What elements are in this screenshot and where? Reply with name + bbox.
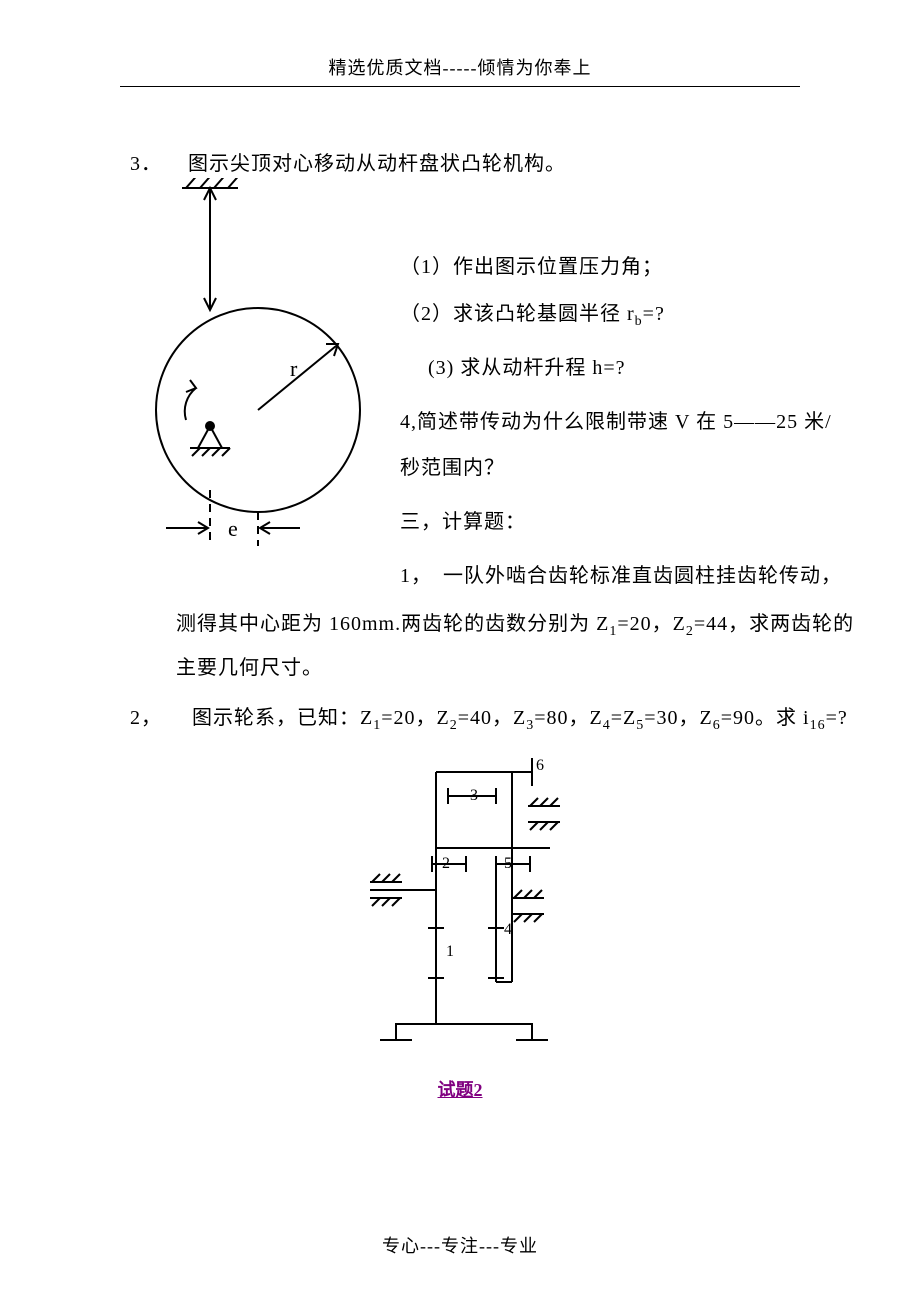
- calc2-t3: =40，Z: [458, 707, 527, 729]
- q3-item2: （2）求该凸轮基圆半径 rb=?: [400, 296, 880, 340]
- e-label: e: [228, 516, 238, 541]
- q3-line: 3． 图示尖顶对心移动从动杆盘状凸轮机构。: [130, 146, 830, 182]
- q3-item3: (3) 求从动杆升程 h=?: [428, 350, 888, 386]
- gear-label-2: 2: [442, 855, 450, 872]
- page: 精选优质文档-----倾情为你奉上 3． 图示尖顶对心移动从动杆盘状凸轮机构。: [0, 0, 920, 1302]
- section3-heading: 三，计算题：: [400, 504, 875, 540]
- gear-label-1: 1: [446, 943, 454, 960]
- calc1-line-a: 1， 一队外啮合齿轮标准直齿圆柱挂齿轮传动，: [400, 558, 875, 594]
- calc2-t5: =Z: [611, 707, 637, 729]
- header-rule: [120, 86, 800, 87]
- q4-line-b: 秒范围内？: [400, 450, 875, 486]
- gear-label-6: 6: [536, 757, 544, 774]
- calc2-s2: 2: [450, 718, 458, 733]
- q3-item2-b: =?: [643, 303, 665, 325]
- caption-link[interactable]: 试题2: [438, 1080, 483, 1100]
- q4-line-a: 4,简述带传动为什么限制带速 V 在 5——25 米/: [400, 404, 875, 440]
- calc1-b1: 测得其中心距为 160mm.两齿轮的齿数分别为 Z: [176, 613, 609, 635]
- cam-figure: r e: [130, 178, 390, 563]
- r-label: r: [290, 356, 298, 381]
- calc2-t8: =?: [826, 707, 848, 729]
- calc2-s7: 16: [810, 718, 826, 733]
- calc1-line-c: 主要几何尺寸。: [176, 650, 876, 686]
- page-footer: 专心---专注---专业: [0, 1232, 920, 1258]
- gear-figure: 3 6 2 5 1 4: [336, 752, 596, 1057]
- gear-label-4: 4: [504, 921, 512, 938]
- calc1-b2: =20，Z: [617, 613, 686, 635]
- q3-title-text: 图示尖顶对心移动从动杆盘状凸轮机构。: [188, 153, 566, 175]
- q3-item1: （1）作出图示位置压力角；: [400, 249, 880, 285]
- calc2-t6: =30，Z: [644, 707, 713, 729]
- calc2-t2: =20，Z: [381, 707, 450, 729]
- q3-number: 3．: [130, 153, 162, 175]
- calc1-b-sub2: 2: [686, 624, 694, 639]
- calc2-t7: =90。求 i: [721, 707, 810, 729]
- q3-item2-a: （2）求该凸轮基圆半径 r: [400, 303, 635, 325]
- calc2-line: 2， 图示轮系，已知：Z1=20，Z2=40，Z3=80，Z4=Z5=30，Z6…: [130, 700, 890, 744]
- calc2-t1: 图示轮系，已知：Z: [192, 707, 373, 729]
- calc2-t4: =80，Z: [534, 707, 603, 729]
- calc2-s6: 6: [713, 718, 721, 733]
- gear-label-5: 5: [504, 855, 512, 872]
- calc1-line-b: 测得其中心距为 160mm.两齿轮的齿数分别为 Z1=20，Z2=44，求两齿轮…: [176, 606, 876, 650]
- calc2-num: 2，: [130, 707, 162, 729]
- calc1-b3: =44，求两齿轮的: [694, 613, 854, 635]
- figure-caption: 试题2: [0, 1076, 920, 1102]
- page-header: 精选优质文档-----倾情为你奉上: [0, 54, 920, 80]
- q3-item2-sub: b: [635, 314, 643, 329]
- gear-label-3: 3: [470, 787, 478, 804]
- calc2-s4: 4: [603, 718, 611, 733]
